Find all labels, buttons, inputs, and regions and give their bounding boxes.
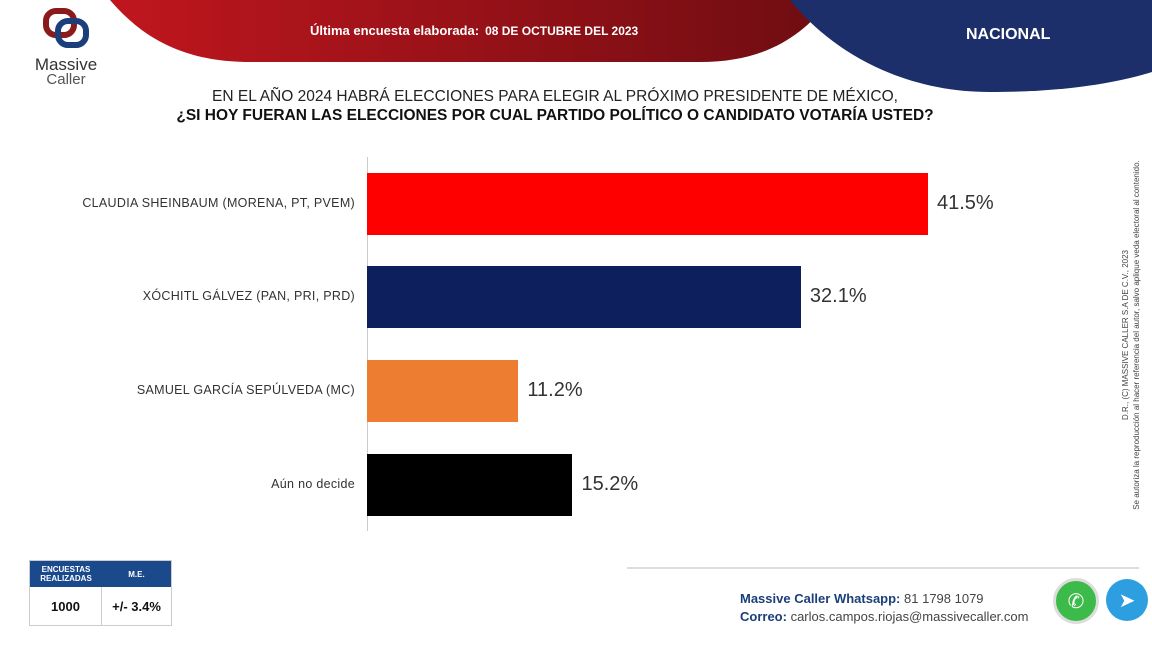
surveys-value: 1000 [30, 587, 102, 625]
contact-info: Massive Caller Whatsapp: 81 1798 1079 Co… [740, 590, 1028, 626]
chart-axis [367, 157, 368, 531]
email-label: Correo: [740, 609, 787, 624]
copyright-line2: Se autoriza la reproducción al hacer ref… [1132, 160, 1141, 510]
header-margin: M.E. [128, 569, 145, 579]
email-link[interactable]: carlos.campos.riojas@massivecaller.com [790, 609, 1029, 624]
bar [367, 173, 928, 235]
category-label: XÓCHITL GÁLVEZ (PAN, PRI, PRD) [142, 289, 355, 303]
survey-date: Última encuesta elaborada: 08 DE OCTUBRE … [310, 23, 638, 38]
value-label: 32.1% [809, 285, 867, 307]
copyright-line1: D.R., (C) MASSIVE CALLER S.A DE C.V., 20… [1121, 250, 1130, 420]
logo-icon [43, 8, 89, 48]
survey-date-value: 08 DE OCTUBRE DEL 2023 [485, 24, 639, 38]
survey-label: Última encuesta elaborada: [310, 23, 480, 38]
category-label: SAMUEL GARCÍA SEPÚLVEDA (MC) [136, 383, 355, 397]
navy-banner [790, 0, 1152, 92]
value-label: 41.5% [937, 192, 994, 214]
whatsapp-number[interactable]: 81 1798 1079 [904, 591, 984, 606]
whatsapp-icon[interactable]: ✆ [1053, 578, 1099, 624]
header-surveys: ENCUESTAS REALIZADAS [40, 565, 92, 583]
question-line1: EN EL AÑO 2024 HABRÁ ELECCIONES PARA ELE… [212, 88, 898, 105]
telegram-icon[interactable]: ➤ [1106, 579, 1148, 621]
value-label: 15.2% [581, 473, 639, 495]
category-label: CLAUDIA SHEINBAUM (MORENA, PT, PVEM) [82, 196, 355, 210]
bar [367, 266, 801, 328]
stats-table: ENCUESTAS REALIZADAS M.E. 1000 +/- 3.4% [29, 560, 172, 626]
bar [367, 454, 573, 516]
question-line2: ¿SI HOY FUERAN LAS ELECCIONES POR CUAL P… [176, 107, 934, 124]
category-label: Aún no decide [271, 477, 355, 491]
brand-logo: Massive Caller [28, 8, 104, 87]
brand-line1: Massive [34, 55, 98, 74]
divider [627, 567, 1139, 569]
value-label: 11.2% [527, 379, 583, 401]
bar [367, 360, 519, 422]
copyright-note: D.R., (C) MASSIVE CALLER S.A DE C.V., 20… [1120, 130, 1142, 540]
margin-value: +/- 3.4% [112, 598, 161, 614]
region-label: NACIONAL [966, 26, 1051, 43]
brand-line2: Caller [46, 71, 86, 88]
red-banner [110, 0, 830, 62]
whatsapp-label: Massive Caller Whatsapp: [740, 591, 901, 606]
